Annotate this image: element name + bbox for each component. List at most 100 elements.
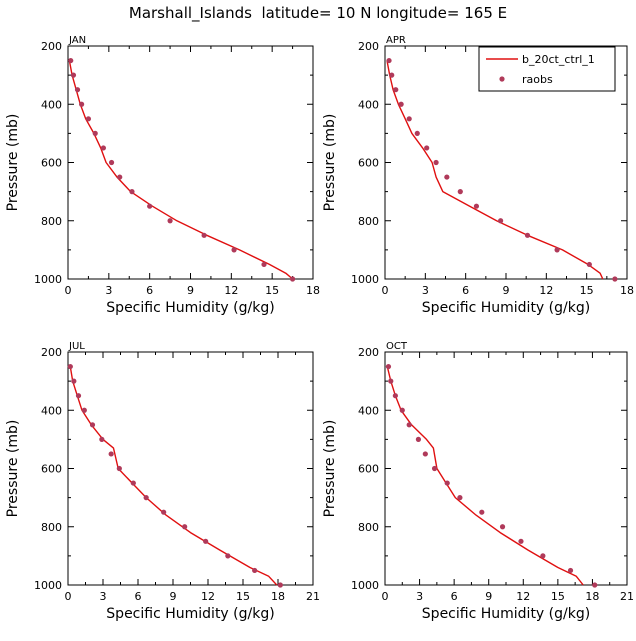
x-tick-label: 6: [451, 590, 458, 603]
y-tick-label: 800: [41, 521, 62, 534]
y-tick-label: 800: [358, 521, 379, 534]
raobs-point: [261, 261, 267, 268]
x-tick-label: 0: [65, 590, 72, 603]
model-line: [68, 60, 294, 280]
model-line: [386, 60, 604, 280]
y-tick-label: 800: [358, 215, 379, 228]
raobs-point: [147, 203, 153, 209]
x-tick-label: 9: [503, 284, 510, 297]
raobs-point: [524, 232, 531, 238]
raobs-point: [422, 451, 428, 457]
legend-obs-label: raobs: [522, 73, 553, 86]
x-tick-label: 15: [551, 590, 565, 603]
plot-frame: [67, 351, 314, 586]
x-tick-label: 15: [236, 590, 250, 603]
y-tick-label: 1000: [34, 579, 62, 592]
y-tick-label: 600: [41, 157, 62, 170]
raobs-point: [518, 538, 524, 544]
x-tick-label: 12: [201, 590, 215, 603]
y-tick-label: 1000: [34, 273, 62, 286]
x-tick-label: 12: [224, 284, 238, 297]
y-tick-label: 600: [358, 463, 379, 476]
x-tick-label: 12: [516, 590, 530, 603]
raobs-point: [277, 582, 283, 588]
raobs-point: [225, 553, 231, 559]
y-tick-label: 400: [41, 404, 62, 417]
raobs-point: [385, 363, 392, 370]
raobs-point: [498, 218, 504, 224]
x-tick-label: 6: [146, 284, 153, 297]
y-tick-label: 200: [358, 40, 379, 53]
x-axis-label: Specific Humidity (g/kg): [422, 300, 590, 316]
x-axis-label: Specific Humidity (g/kg): [422, 606, 590, 622]
x-tick-label: 0: [65, 284, 72, 297]
plot-frame: [384, 351, 628, 586]
raobs-point: [424, 145, 430, 151]
raobs-point: [161, 509, 167, 515]
raobs-point: [554, 247, 560, 253]
x-tick-label: 6: [462, 284, 469, 297]
raobs-point: [81, 407, 87, 413]
x-tick-label: 18: [620, 284, 634, 297]
panel-label: OCT: [386, 341, 408, 352]
raobs-point: [612, 276, 618, 282]
raobs-point: [473, 203, 480, 209]
raobs-point: [85, 116, 92, 122]
x-tick-label: 21: [306, 590, 320, 603]
raobs-point: [433, 159, 439, 166]
raobs-point: [117, 174, 123, 180]
raobs-point: [414, 130, 420, 136]
panel-jul: 0 3 6 9 12 15 18 21 200 400 600 800 1000 JUL Specific …: [5, 341, 320, 622]
raobs-point: [74, 87, 81, 93]
raobs-point: [129, 189, 135, 195]
raobs-point: [499, 524, 506, 530]
raobs-point: [567, 567, 574, 574]
x-tick-label: 9: [187, 284, 194, 297]
y-tick-label: 200: [41, 346, 62, 359]
legend-marker-swatch: [499, 76, 505, 82]
x-tick-label: 21: [620, 590, 634, 603]
raobs-point: [70, 72, 77, 78]
x-tick-label: 9: [170, 590, 177, 603]
figure-title: Marshall_Islands latitude= 10 N longitud…: [129, 4, 507, 23]
x-tick-label: 9: [485, 590, 492, 603]
legend-model-label: b_20ct_ctrl_1: [522, 53, 595, 66]
raobs-point: [398, 101, 404, 107]
raobs-point: [92, 130, 98, 136]
y-tick-label: 800: [41, 215, 62, 228]
x-tick-label: 15: [580, 284, 594, 297]
raobs-point: [540, 553, 546, 559]
x-tick-label: 15: [265, 284, 279, 297]
x-tick-label: 0: [382, 590, 389, 603]
y-tick-label: 200: [358, 346, 379, 359]
panel-label: JAN: [68, 35, 86, 46]
y-axis-label: Pressure (mb): [5, 420, 21, 518]
raobs-point: [79, 101, 85, 107]
raobs-point: [130, 480, 136, 486]
raobs-point: [100, 145, 106, 151]
y-tick-label: 400: [358, 404, 379, 417]
raobs-point: [399, 407, 405, 413]
panel-jan: 0 3 6 9 12 15 18 200 400 600 800 1000 JAN Specific Hu…: [5, 35, 320, 316]
raobs-point: [68, 57, 74, 64]
y-tick-label: 400: [41, 98, 62, 111]
x-tick-label: 12: [539, 284, 553, 297]
y-axis-label: Pressure (mb): [322, 420, 338, 518]
y-axis-label: Pressure (mb): [322, 114, 338, 212]
panel-label: JUL: [68, 341, 85, 352]
raobs-point: [67, 363, 73, 370]
raobs-point: [116, 465, 122, 472]
raobs-point: [406, 116, 412, 122]
y-axis-label: Pressure (mb): [5, 114, 21, 212]
raobs-point: [143, 495, 149, 501]
raobs-point: [167, 218, 173, 224]
raobs-point: [386, 57, 392, 64]
raobs-point: [182, 524, 188, 530]
x-tick-label: 3: [416, 590, 423, 603]
raobs-point: [406, 422, 412, 428]
y-tick-label: 1000: [351, 579, 379, 592]
model-line: [386, 366, 584, 586]
y-tick-label: 1000: [351, 273, 379, 286]
raobs-point: [586, 261, 592, 268]
